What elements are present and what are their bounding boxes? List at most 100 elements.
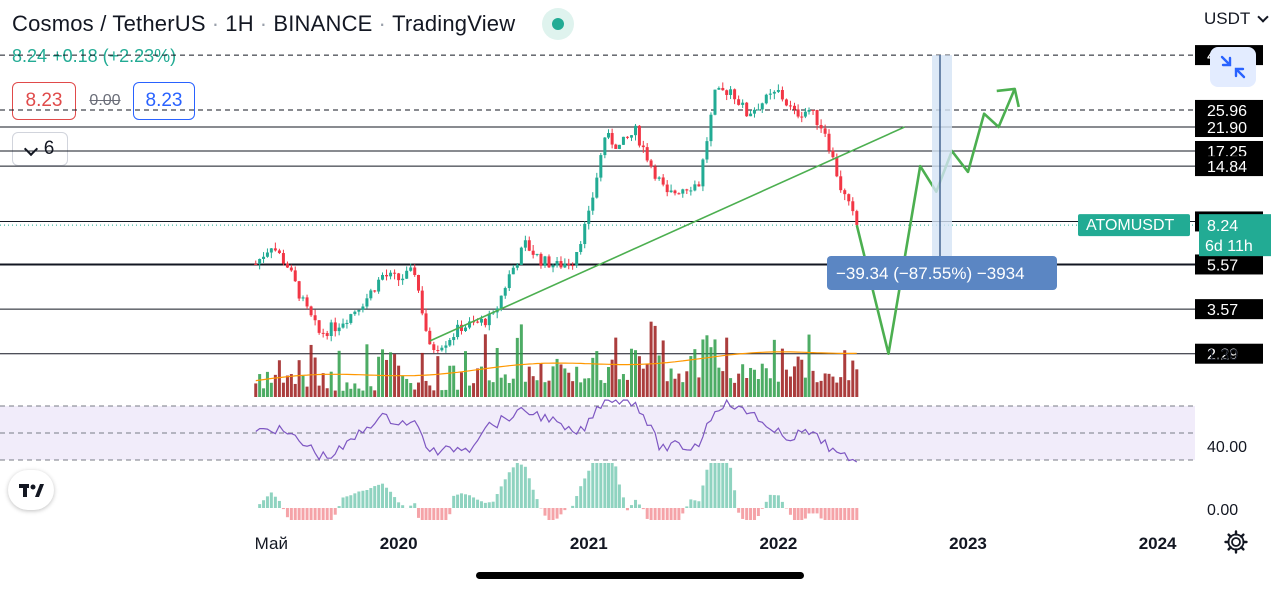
volume-bar (839, 377, 843, 397)
volume-bar (535, 380, 539, 397)
candle-body (531, 250, 535, 255)
macd-bar (448, 508, 452, 515)
volume-bar (784, 369, 788, 397)
macd-bar (827, 508, 831, 520)
macd-bar (317, 508, 321, 520)
price-axis[interactable]: 44.8325.9621.9017.2514.848.555.573.572.2… (1078, 45, 1271, 519)
macd-bar (281, 508, 285, 510)
symbol-header[interactable]: Cosmos / TetherUS · 1H · BINANCE · TradingView (12, 11, 516, 36)
volume-bar (831, 376, 835, 397)
macd-bar (725, 463, 729, 508)
projection-arrowhead[interactable] (996, 87, 1021, 108)
macd-bar (365, 489, 369, 508)
candle-body (273, 248, 277, 251)
macd-bar (389, 491, 393, 508)
candle-body (645, 147, 649, 161)
volume-bar (681, 382, 685, 397)
candle-body (819, 125, 823, 129)
volume-bar (749, 367, 753, 397)
buy-button[interactable]: 8.23 (133, 82, 195, 120)
candle-body (764, 94, 768, 104)
volume-bar (373, 390, 377, 397)
volume-bar (531, 376, 535, 397)
macd-bar (571, 505, 575, 508)
tradingview-logo-icon[interactable] (8, 470, 54, 510)
level-label: 5.57 (1207, 257, 1238, 274)
candle-body (839, 176, 843, 191)
volume-bar (847, 380, 851, 397)
candle-body (705, 141, 709, 160)
macd-bar (756, 508, 760, 517)
settings-gear-icon[interactable] (1224, 530, 1248, 554)
macd-bar (701, 485, 705, 508)
candle-body (262, 256, 266, 259)
macd-bar (661, 508, 665, 520)
volume-bar (495, 347, 499, 397)
macd-bar (657, 508, 661, 520)
sell-button[interactable]: 8.23 (12, 82, 76, 120)
time-tick-label: 2023 (949, 534, 987, 553)
collapse-arrows-icon[interactable] (1210, 47, 1256, 87)
volume-bar (555, 358, 559, 397)
volume-bar (697, 377, 701, 397)
candle-body (527, 240, 531, 251)
macd-bar (760, 508, 764, 509)
candle-body (381, 274, 385, 280)
volume-bar (448, 365, 452, 397)
time-axis[interactable]: Май 2020 2021 2022 2023 2024 (255, 534, 1177, 553)
volume-bar (599, 380, 603, 397)
volume-bar (483, 334, 487, 397)
macd-bar (468, 495, 472, 508)
volume-bar (476, 368, 480, 397)
drawings-layer[interactable]: −39.34 (−87.55%) −3934 (429, 55, 1057, 355)
macd-bar (377, 484, 381, 508)
volume-bar (645, 363, 649, 397)
macd-bar (851, 508, 855, 520)
candle-body (784, 99, 788, 106)
macd-bar (617, 484, 621, 508)
indicators-toggle-button[interactable]: 6 (12, 132, 68, 166)
candle-body (365, 298, 369, 307)
candle-body (349, 314, 353, 323)
candle-body (420, 290, 424, 314)
macd-bar (637, 504, 641, 508)
macd-bar (321, 508, 325, 520)
volume-bar (432, 390, 436, 397)
candle-body (507, 274, 511, 289)
candle-body (587, 210, 591, 224)
currency-selector[interactable]: USDT (1204, 9, 1269, 29)
macd-bar (669, 508, 673, 520)
candle-body (333, 322, 337, 332)
volume-bar (563, 368, 567, 397)
candle-body (405, 270, 409, 279)
volume-bar (776, 381, 780, 397)
measure-label-box[interactable] (827, 256, 1057, 290)
macd-bar (815, 508, 819, 514)
measure-range[interactable] (932, 55, 952, 265)
macd-bar (796, 508, 800, 520)
volume-bar (741, 364, 745, 397)
volume-bar (756, 379, 760, 397)
volume-bar (745, 378, 749, 397)
volume-bar (780, 348, 784, 397)
trendline[interactable] (429, 126, 905, 342)
macd-bar (776, 495, 780, 508)
interval-label[interactable]: 1H (225, 11, 254, 36)
candle-body (440, 347, 444, 351)
volume-bar (614, 337, 618, 397)
level-label: 3.57 (1207, 302, 1238, 319)
macd-bar (305, 508, 309, 520)
home-indicator (476, 572, 804, 579)
volume-bar (515, 337, 519, 397)
macd-bar (563, 508, 567, 511)
volume-bar (377, 356, 381, 397)
volume-bar (583, 378, 587, 397)
macd-bar (301, 508, 305, 520)
platform-label: TradingView (392, 11, 516, 36)
macd-bar (436, 508, 440, 520)
level-label: 14.84 (1207, 159, 1247, 176)
candle-body (827, 133, 831, 151)
volume-bar (689, 356, 693, 397)
candle-body (815, 109, 819, 126)
